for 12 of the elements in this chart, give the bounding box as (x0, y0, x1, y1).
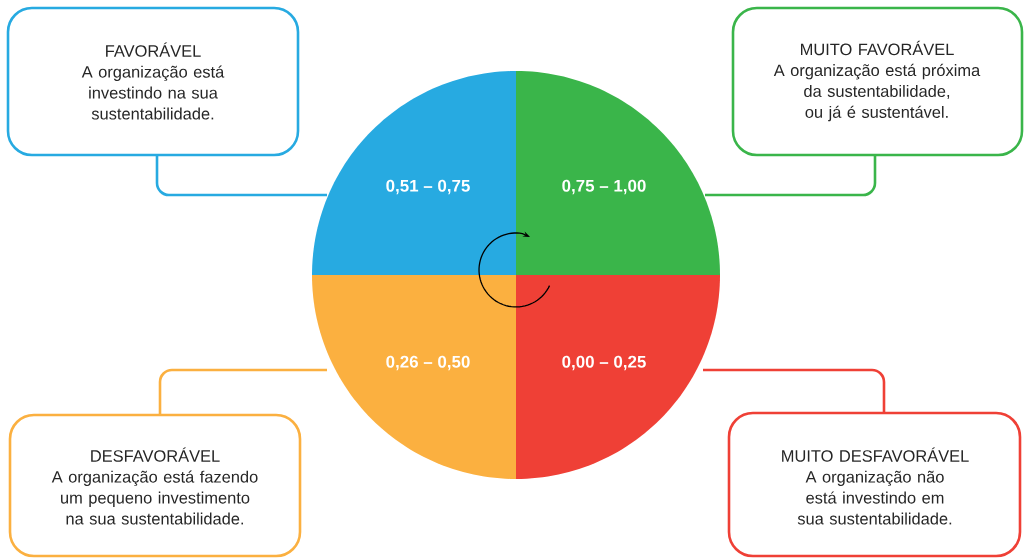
slice-label: 0,51 – 0,75 (386, 179, 470, 195)
text: MUITO FAVORÁVEL (801, 40, 954, 56)
text: FAVORÁVEL (106, 42, 201, 57)
text: A organização está próxima da sustentabilidade, ou já é sustentável. (773, 63, 981, 122)
slice-label: 0,26 – 0,50 (386, 355, 470, 371)
text: A organização não está investindo em sua sustentabilidade. (797, 470, 952, 525)
text: A organização está fazendo um pequeno investimento na sua sustentabilidade. (51, 470, 258, 525)
text: DESFAVORÁVEL (91, 447, 220, 462)
slice-label: 0,75 – 1,00 (562, 179, 646, 195)
slice-label: 0,00 – 0,25 (562, 355, 646, 371)
text: MUITO DESFAVORÁVEL (782, 447, 969, 462)
text: A organização está investindo na sua sustentabilidade. (81, 65, 225, 120)
